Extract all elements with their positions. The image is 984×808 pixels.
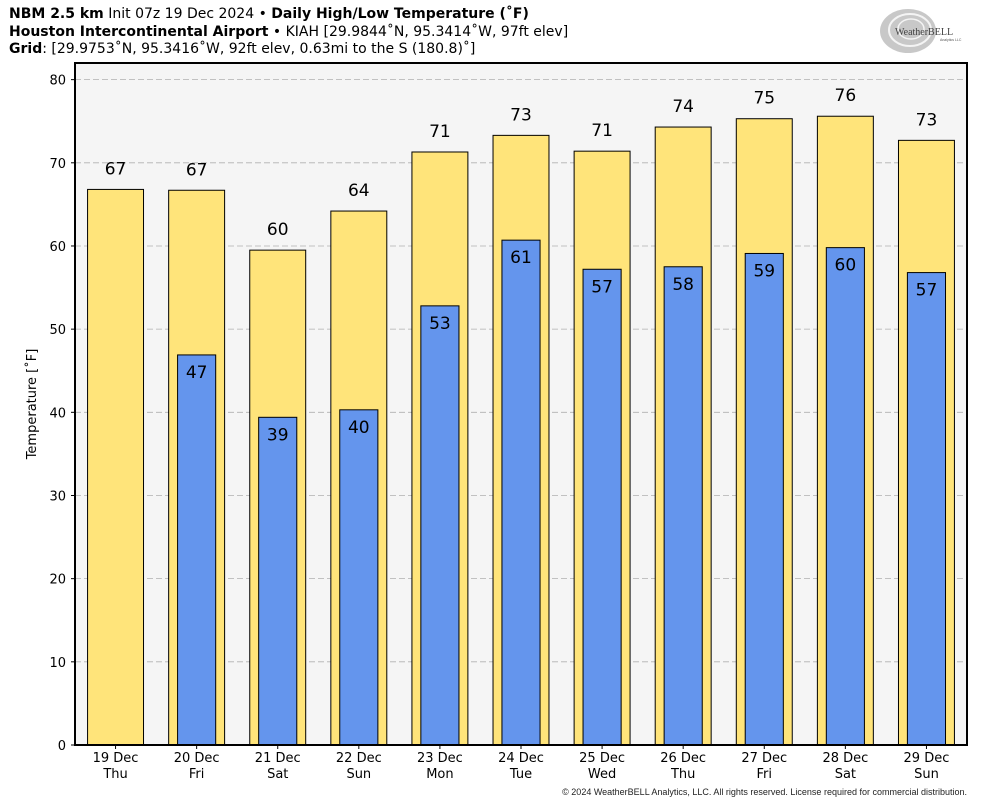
y-tick-label: 60 — [49, 240, 66, 255]
model-name: NBM 2.5 km — [9, 6, 104, 22]
high-temp-label: 71 — [591, 121, 613, 141]
x-tick-label-date: 21 Dec — [255, 751, 301, 766]
low-temp-bar — [258, 416, 298, 746]
low-temp-bar — [744, 252, 784, 746]
low-temp-bar — [177, 354, 217, 746]
high-temp-label: 64 — [348, 181, 370, 201]
low-temp-label: 60 — [835, 256, 857, 276]
low-temp-label: 53 — [429, 314, 451, 334]
plot-frame — [74, 62, 968, 746]
low-temp-label: 47 — [186, 363, 208, 383]
high-temp-label: 71 — [429, 122, 451, 142]
x-tick-label-day: Fri — [757, 767, 773, 782]
x-tick-label-day: Thu — [102, 767, 127, 782]
logo-text: WeatherBELL — [895, 27, 953, 38]
low-temp-label: 57 — [916, 281, 938, 301]
low-temp-bar — [501, 239, 541, 746]
x-tick-label-day: Mon — [426, 767, 453, 782]
y-tick-label: 80 — [49, 74, 66, 89]
x-tick-label-day: Sun — [346, 767, 371, 782]
low-temp-bar — [825, 247, 865, 746]
high-temp-label: 67 — [186, 160, 208, 180]
x-tick-label-date: 19 Dec — [93, 751, 139, 766]
x-tick-label-date: 29 Dec — [904, 751, 950, 766]
y-tick-label: 40 — [49, 406, 66, 421]
x-tick-label-day: Sun — [914, 767, 939, 782]
grid-label: Grid — [9, 41, 43, 57]
low-temp-bar — [663, 266, 703, 746]
x-tick-label-date: 28 Dec — [822, 751, 868, 766]
x-tick-label-date: 26 Dec — [660, 751, 706, 766]
logo-subtext: Analytics LLC — [940, 38, 962, 42]
x-tick-label-day: Tue — [509, 767, 532, 782]
low-temp-label: 58 — [672, 275, 694, 295]
x-tick-label-date: 25 Dec — [579, 751, 625, 766]
bullet-separator: • — [272, 23, 282, 40]
low-temp-label: 57 — [591, 277, 613, 297]
x-tick-label-date: 20 Dec — [174, 751, 220, 766]
y-tick-label: 10 — [49, 656, 66, 671]
low-temp-label: 40 — [348, 418, 370, 438]
high-temp-bar — [87, 188, 145, 746]
station-name: Houston Intercontinental Airport — [9, 23, 269, 40]
grid-details: : [29.9753˚N, 95.3416˚W, 92ft elev, 0.63… — [42, 41, 476, 57]
x-tick-label-day: Wed — [588, 767, 616, 782]
y-axis-label: Temperature [˚F] — [24, 349, 40, 461]
x-tick-label-date: 24 Dec — [498, 751, 544, 766]
chart-title: Daily High/Low Temperature (˚F) — [271, 6, 529, 22]
x-tick-label-date: 23 Dec — [417, 751, 463, 766]
chart-header: NBM 2.5 km Init 07z 19 Dec 2024 • Daily … — [9, 6, 568, 59]
x-tick-label-date: 27 Dec — [741, 751, 787, 766]
header-line-station: Houston Intercontinental Airport • KIAH … — [9, 24, 568, 42]
x-tick-label-day: Fri — [189, 767, 205, 782]
high-temp-label: 76 — [835, 86, 857, 106]
x-tick-label-day: Sat — [267, 767, 288, 782]
y-tick-label: 0 — [58, 739, 66, 754]
low-temp-label: 61 — [510, 248, 532, 268]
low-temp-bar — [582, 268, 622, 746]
header-line-grid: Grid: [29.9753˚N, 95.3416˚W, 92ft elev, … — [9, 41, 568, 59]
low-temp-bar — [420, 305, 460, 746]
low-temp-bar — [906, 272, 947, 746]
copyright-notice: © 2024 WeatherBELL Analytics, LLC. All r… — [562, 787, 967, 797]
high-temp-label: 73 — [510, 105, 532, 125]
init-time: Init 07z 19 Dec 2024 — [108, 6, 255, 22]
station-details: KIAH [29.9844˚N, 95.3414˚W, 97ft elev] — [285, 23, 569, 40]
low-temp-bar — [339, 409, 379, 746]
y-tick-label: 20 — [49, 573, 66, 588]
high-temp-label: 67 — [105, 159, 127, 179]
x-tick-label-date: 22 Dec — [336, 751, 382, 766]
x-tick-label-day: Thu — [670, 767, 695, 782]
high-temp-label: 74 — [672, 97, 694, 117]
weatherbell-logo: WeatherBELL Analytics LLC — [880, 9, 962, 53]
y-tick-label: 70 — [49, 157, 66, 172]
y-tick-label: 30 — [49, 489, 66, 504]
bullet-separator: • — [258, 6, 267, 22]
high-temp-label: 75 — [753, 89, 775, 109]
low-temp-label: 39 — [267, 425, 289, 445]
high-temp-label: 73 — [916, 110, 938, 130]
low-temp-label: 59 — [753, 261, 775, 281]
high-temp-label: 60 — [267, 220, 289, 240]
y-tick-label: 50 — [49, 323, 66, 338]
x-tick-label-day: Sat — [835, 767, 856, 782]
header-line-model: NBM 2.5 km Init 07z 19 Dec 2024 • Daily … — [9, 6, 568, 24]
